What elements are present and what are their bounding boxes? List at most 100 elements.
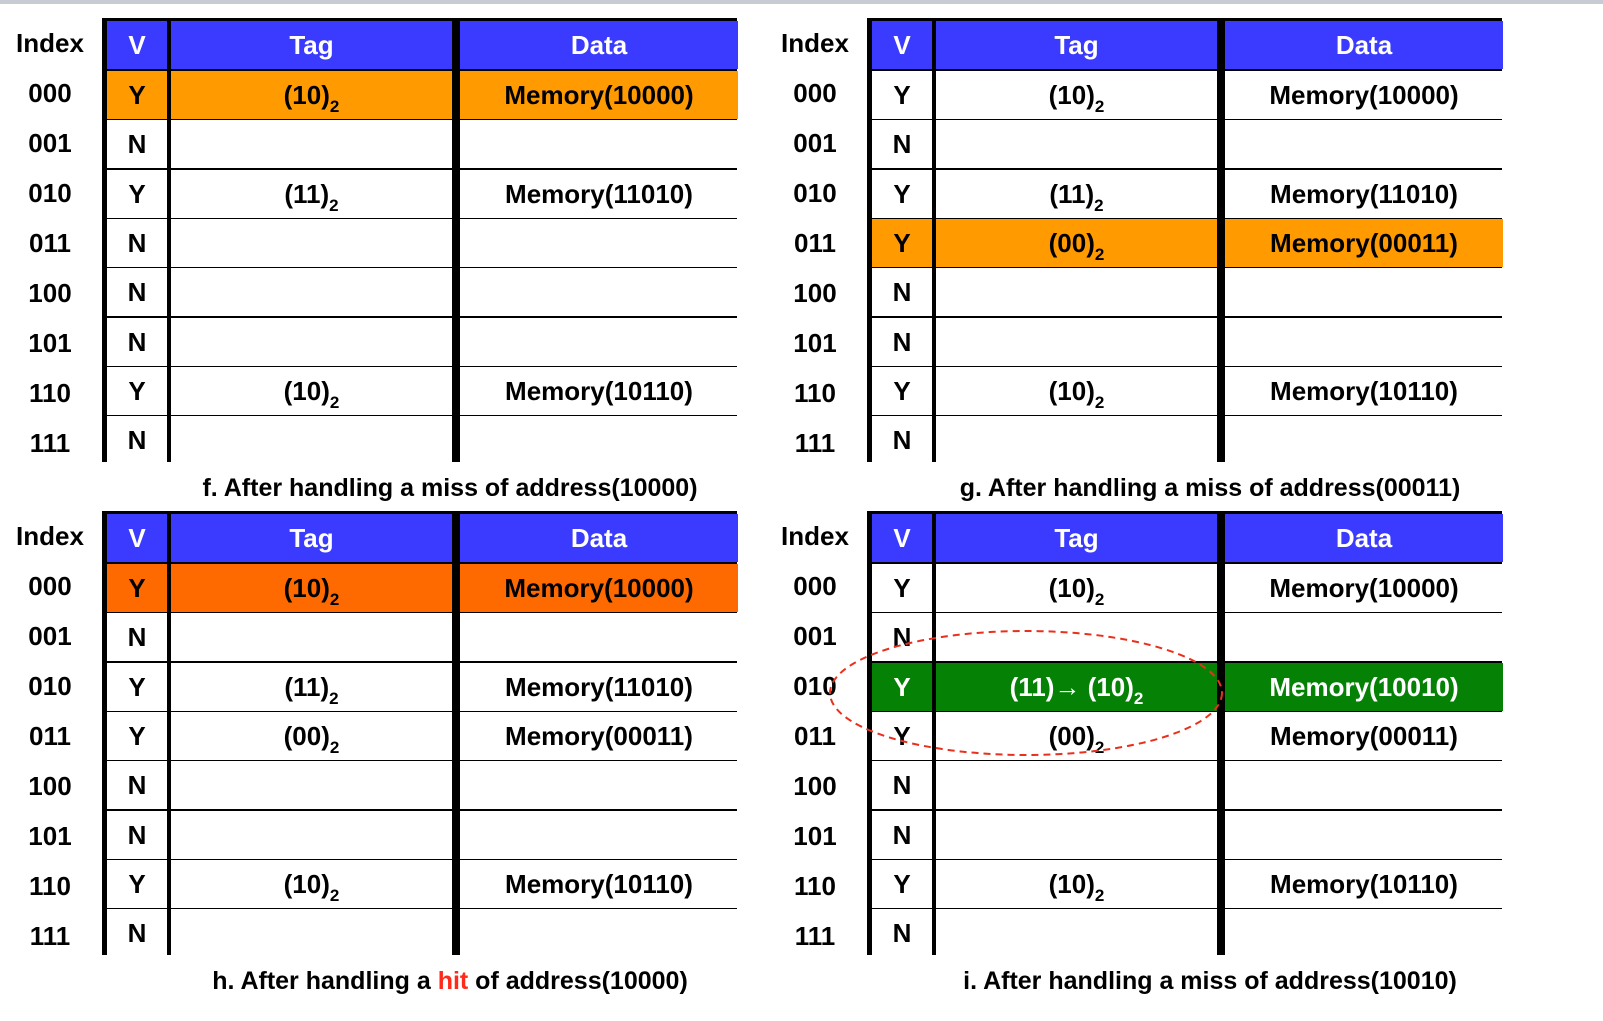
valid-bit-cell: N: [872, 909, 932, 958]
index-label: 110: [29, 871, 71, 901]
table-row: N: [105, 416, 738, 465]
valid-bit-cell: Y: [872, 366, 932, 415]
tag-value: (11): [284, 671, 330, 702]
tag-cell: (10)2: [171, 564, 452, 612]
valid-bit-cell: Y: [107, 564, 167, 612]
table-row: Y (10)2 Memory(10000): [105, 564, 738, 612]
tag-cell: [936, 761, 1217, 810]
table-row: N: [870, 317, 1503, 366]
tag-value: (10): [1048, 80, 1095, 110]
index-label: 100: [793, 771, 837, 801]
data-cell: Memory(11010): [460, 169, 738, 218]
tag-cell: (11)→ (10)2: [936, 662, 1217, 711]
data-cell: [460, 268, 738, 317]
table-row: N: [105, 613, 738, 662]
data-cell: [460, 218, 738, 267]
tag-base-subscript: 2: [329, 392, 340, 412]
table-row: N: [105, 218, 738, 267]
index-header: Index: [16, 28, 84, 58]
header-row: V Tag Data: [870, 514, 1503, 562]
tag-cell: [936, 416, 1217, 465]
header-data: Data: [1225, 514, 1503, 562]
index-label: 000: [793, 571, 837, 601]
tag-cell: [936, 810, 1217, 859]
tag-value: (10): [283, 868, 330, 899]
table-row: N: [870, 416, 1503, 465]
table-row: N: [870, 810, 1503, 859]
table-row: Y (10)2 Memory(10000): [870, 71, 1503, 119]
tag-base-subscript: 2: [1094, 97, 1105, 116]
index-label: 001: [793, 621, 837, 651]
tag-base-subscript: 2: [1094, 737, 1105, 757]
tag-cell: (11)2: [171, 169, 452, 218]
tag-cell: (10)2: [936, 564, 1217, 612]
tag-cell: [171, 416, 452, 465]
data-cell: Memory(10110): [1225, 859, 1503, 908]
table-row: Y (11)2 Memory(11010): [105, 169, 738, 218]
valid-bit-cell: Y: [872, 662, 932, 711]
caption-h-start: h. After handling a: [212, 967, 438, 995]
header-tag: Tag: [171, 514, 452, 562]
index-label: 111: [29, 428, 71, 458]
table-row: N: [105, 268, 738, 317]
cache-table: V Tag Data Y (10)2 Memory(10000) N Y (11)2 Mem…: [867, 18, 1503, 465]
tag-cell: [936, 909, 1217, 958]
valid-bit-cell: N: [107, 810, 167, 859]
tag-base-subscript: 2: [1094, 590, 1105, 609]
tag-cell: (10)2: [936, 71, 1217, 119]
tag-base-subscript: 2: [329, 737, 340, 757]
index-label: 110: [794, 871, 836, 901]
index-label: 010: [28, 178, 72, 208]
data-cell: Memory(00011): [460, 711, 738, 760]
data-cell: Memory(00011): [1225, 218, 1503, 267]
valid-bit-cell: Y: [872, 169, 932, 218]
index-label: 100: [28, 278, 72, 308]
index-label: 101: [793, 328, 837, 358]
index-label: 000: [793, 78, 837, 108]
slide-top-border: [0, 0, 1603, 4]
valid-bit-cell: N: [872, 761, 932, 810]
table-row: N: [105, 761, 738, 810]
tag-cell: [936, 120, 1217, 169]
valid-bit-cell: Y: [872, 564, 932, 612]
header-data: Data: [1225, 21, 1503, 69]
panel-h: Index 000 001 010 011 100 101 110 111 V …: [0, 511, 740, 961]
index-label: 101: [28, 328, 72, 358]
valid-bit-cell: Y: [872, 711, 932, 760]
tag-base-subscript: 2: [1094, 885, 1105, 905]
tag-cell: (10)2: [171, 859, 452, 908]
valid-bit-cell: Y: [107, 711, 167, 760]
valid-bit-cell: Y: [872, 218, 932, 267]
valid-bit-cell: N: [107, 909, 167, 958]
index-header: Index: [781, 521, 849, 551]
tag-base-subscript: 2: [329, 885, 340, 905]
cache-table: V Tag Data Y (10)2 Memory(10000) N Y (11)2 Mem…: [102, 511, 738, 958]
caption-g: g. After handling a miss of address(0001…: [959, 474, 1461, 502]
table-row: Y (11)2 Memory(11010): [105, 662, 738, 711]
tag-cell: [171, 317, 452, 366]
index-label: 111: [794, 921, 836, 951]
index-label: 010: [793, 671, 837, 701]
index-label: 001: [28, 621, 72, 651]
index-label: 010: [793, 178, 837, 208]
data-cell: Memory(10010): [1225, 662, 1503, 711]
data-cell: Memory(10000): [1225, 71, 1503, 119]
caption-h: h. After handling a hit of address(10000…: [140, 967, 760, 996]
tag-value: (00): [283, 720, 330, 751]
index-label: 011: [794, 228, 836, 258]
tag-cell: (00)2: [171, 711, 452, 760]
tag-base-subscript: 2: [329, 590, 340, 609]
tag-value: (10): [1048, 868, 1095, 899]
valid-bit-cell: N: [107, 268, 167, 317]
valid-bit-cell: Y: [107, 71, 167, 119]
tag-base-subscript: 2: [1133, 688, 1144, 708]
valid-bit-cell: Y: [107, 169, 167, 218]
tag-cell: [171, 613, 452, 662]
data-cell: [1225, 416, 1503, 465]
tag-cell: [171, 120, 452, 169]
header-row: V Tag Data: [105, 21, 738, 69]
data-cell: [1225, 268, 1503, 317]
table-row: Y (10)2 Memory(10110): [105, 859, 738, 908]
tag-value: (10): [1048, 375, 1095, 406]
tag-value: (11): [284, 178, 330, 209]
